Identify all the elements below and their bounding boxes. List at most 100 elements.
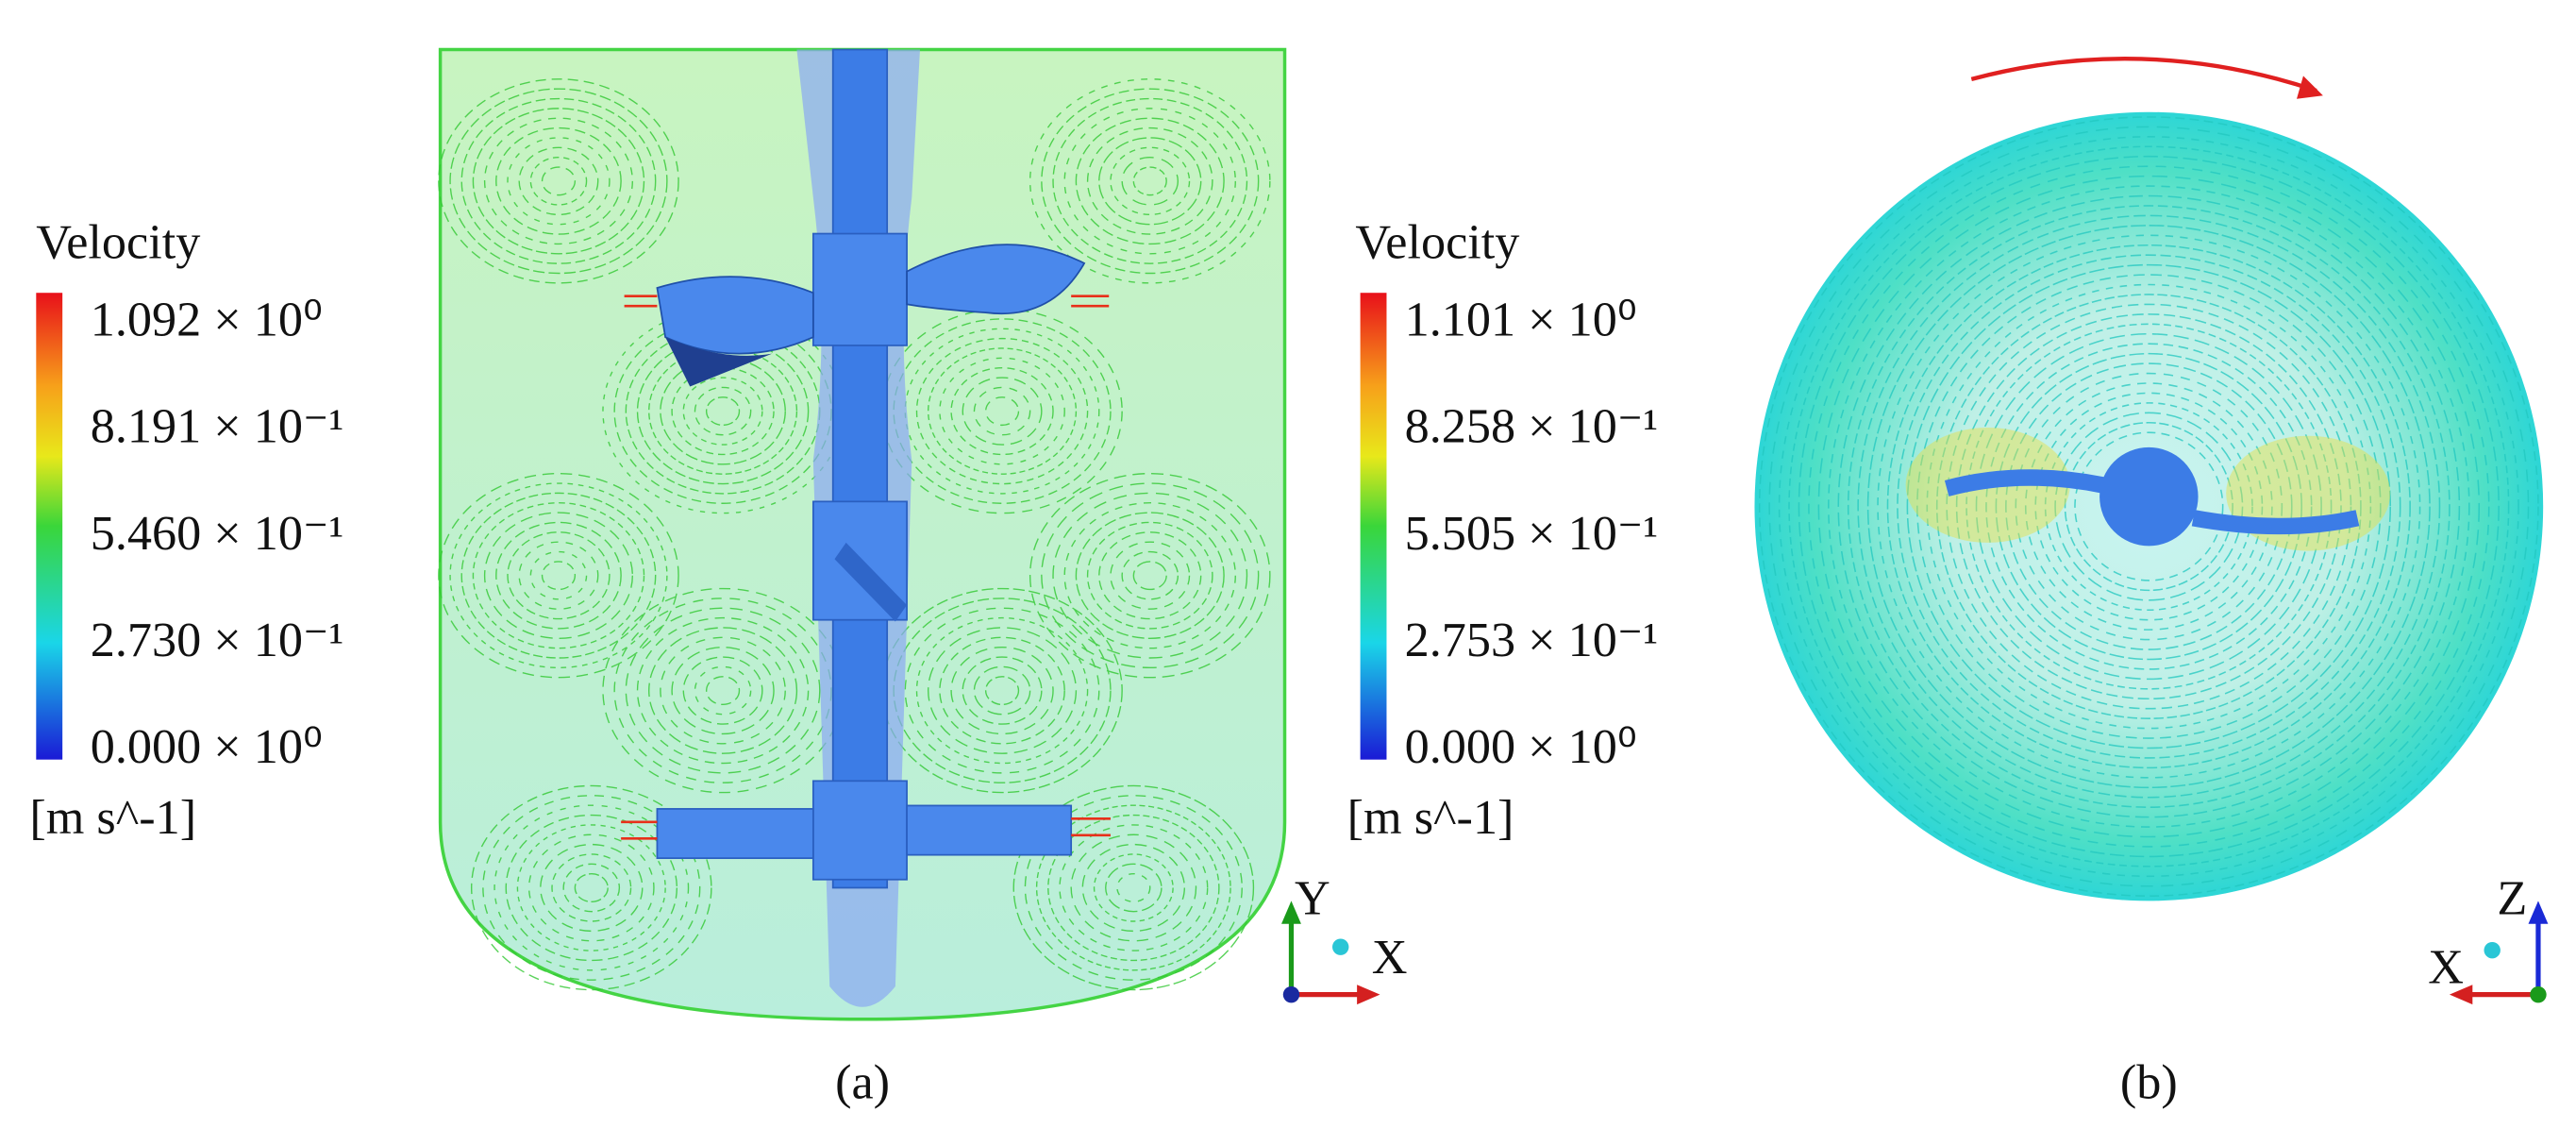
legend-tick-label: 0.000 × 10⁰ xyxy=(1405,719,1637,774)
flow-streak xyxy=(1788,145,2510,867)
axis-label: Y xyxy=(1295,870,1330,925)
flow-streak xyxy=(928,627,1078,754)
flow-streak xyxy=(472,108,645,255)
flow-streak xyxy=(2064,421,2233,592)
flow-streak xyxy=(962,377,1043,446)
flow-streak xyxy=(950,646,1054,735)
flow-streak xyxy=(694,386,752,436)
flow-streak xyxy=(1897,254,2401,759)
flow-streak xyxy=(1866,225,2431,789)
flow-streak xyxy=(660,636,786,745)
flow-streak xyxy=(1955,313,2342,700)
flow-streak xyxy=(2034,392,2264,621)
flow-streak xyxy=(1098,137,1202,226)
flow-streak xyxy=(1768,126,2530,887)
flow-streak xyxy=(1047,814,1220,962)
flow-streak xyxy=(1946,303,2352,710)
flow-streak xyxy=(2074,431,2224,581)
flow-streak xyxy=(973,665,1031,716)
flow-streak xyxy=(1132,166,1167,196)
flow-streak xyxy=(984,396,1020,427)
flow-streak xyxy=(682,656,763,725)
flow-streak xyxy=(551,853,632,922)
flow-streak xyxy=(518,541,599,610)
tank-top-view xyxy=(1754,57,2544,901)
flow-streak xyxy=(1906,263,2392,749)
flow-streak xyxy=(1116,872,1151,902)
flow-streak xyxy=(1063,502,1236,649)
flow-streak xyxy=(625,607,821,774)
flow-streak xyxy=(1024,795,1243,981)
flow-streak xyxy=(1132,561,1167,591)
flow-streak xyxy=(1837,194,2461,818)
axis-label: X xyxy=(1372,930,1408,985)
flow-streak xyxy=(1985,343,2313,670)
legend-tick-label: 2.753 × 10⁻¹ xyxy=(1405,613,1659,667)
flow-streak xyxy=(1975,332,2322,681)
caption: (b) xyxy=(2120,1054,2178,1109)
legend-title: Velocity xyxy=(1355,215,1519,270)
flow-streak xyxy=(529,156,588,206)
legend-tick-label: 8.191 × 10⁻¹ xyxy=(91,399,344,454)
flow-streak xyxy=(950,367,1054,456)
flow-streak xyxy=(438,472,679,679)
flow-streak xyxy=(2054,412,2244,601)
flow-streak xyxy=(438,78,679,284)
flow-streak xyxy=(915,616,1089,765)
flow-streak xyxy=(682,377,763,446)
flow-streak xyxy=(636,616,810,765)
flow-streak xyxy=(1121,156,1179,206)
flow-streak xyxy=(460,97,657,264)
axis-triad xyxy=(2449,901,2549,1005)
flow-streak xyxy=(904,607,1100,774)
flow-streak xyxy=(516,824,666,951)
flow-streak xyxy=(460,492,657,659)
flow-streak xyxy=(1052,492,1248,659)
flow-streak xyxy=(1926,283,2372,730)
legend-tick-label: 5.505 × 10⁻¹ xyxy=(1405,506,1659,561)
flow-streak xyxy=(1110,541,1191,610)
flow-streak xyxy=(449,88,668,275)
flow-streak xyxy=(1828,185,2470,828)
flow-streak xyxy=(540,843,644,933)
flow-streak xyxy=(1029,472,1271,679)
flow-streak xyxy=(1758,116,2539,897)
flow-streak xyxy=(1059,824,1209,951)
flow-streak xyxy=(2005,362,2293,650)
flow-streak xyxy=(518,146,599,216)
flow-streak xyxy=(1105,863,1163,913)
flow-streak xyxy=(507,531,611,620)
flow-streak xyxy=(1041,482,1260,669)
flow-streak xyxy=(904,328,1100,495)
flow-streak xyxy=(1081,843,1186,933)
flow-streak xyxy=(1935,294,2362,719)
flow-streak xyxy=(495,521,622,630)
flow-streak xyxy=(1110,146,1191,216)
legend-tick-label: 2.730 × 10⁻¹ xyxy=(91,613,344,667)
flow-streak xyxy=(470,784,712,991)
legend-tick-label: 8.258 × 10⁻¹ xyxy=(1405,399,1659,454)
legend-ticks: 1.092 × 10⁰ 8.191 × 10⁻¹ 5.460 × 10⁻¹ 2.730… xyxy=(91,292,344,774)
flow-streak xyxy=(449,482,668,669)
flow-streak xyxy=(1093,853,1174,922)
flow-streak xyxy=(705,676,741,706)
legend-title: Velocity xyxy=(36,215,200,270)
flow-streak xyxy=(1012,784,1255,991)
flow-streak xyxy=(1877,234,2421,779)
flow-streak xyxy=(973,386,1031,436)
flow-streak xyxy=(893,318,1112,504)
flow-streak xyxy=(505,814,678,962)
flow-streak xyxy=(1798,155,2500,858)
flow-streak xyxy=(671,646,775,735)
flow-streak xyxy=(574,872,609,902)
flow-streak xyxy=(1086,521,1213,630)
legend-tick-label: 0.000 × 10⁰ xyxy=(91,719,323,774)
flow-streak xyxy=(984,676,1020,706)
legend-unit: [m s^-1] xyxy=(29,790,196,845)
flow-streak xyxy=(1857,214,2441,799)
flow-streak xyxy=(705,396,741,427)
flow-streak xyxy=(483,512,634,639)
flow-streak xyxy=(1121,550,1179,600)
flow-streak xyxy=(1886,244,2411,769)
